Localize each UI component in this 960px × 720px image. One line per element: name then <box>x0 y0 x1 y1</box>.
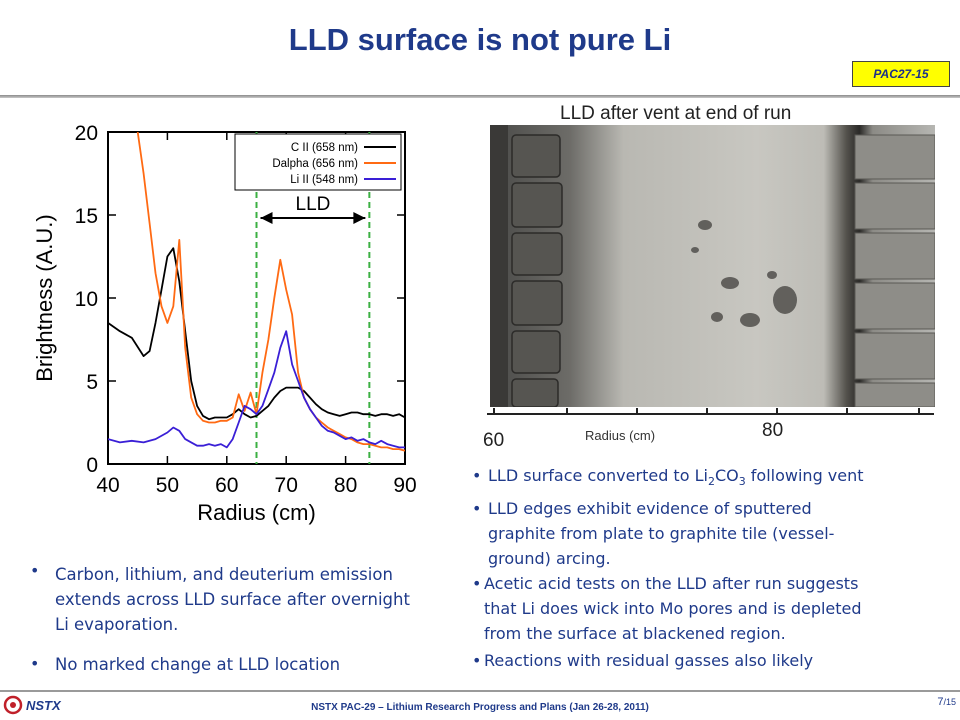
y-tick-label: 0 <box>86 454 98 477</box>
series-line <box>108 330 405 449</box>
x-tick-label: 90 <box>393 474 416 497</box>
slide-title: LLD surface is not pure Li <box>288 22 672 57</box>
bullet-dot: • <box>472 574 482 594</box>
footer-divider <box>0 690 960 692</box>
x-tick-label: 70 <box>275 474 298 497</box>
footer-text: NSTX PAC-29 – Lithium Research Progress … <box>311 702 649 713</box>
lld-arrow-head-right <box>353 212 366 224</box>
lld-arrow-head-left <box>260 212 273 224</box>
x-axis-label: Radius (cm) <box>197 500 316 525</box>
page-current: 7 <box>937 696 944 708</box>
lld-annotation-label: LLD <box>296 194 331 215</box>
bullet-line: that Li does wick into Mo pores and is d… <box>484 599 862 619</box>
bullet-dot: • <box>30 654 40 673</box>
x-tick-label: 50 <box>156 474 179 497</box>
photo-radius-axis <box>487 408 934 415</box>
y-tick-label: 5 <box>86 371 98 394</box>
title-divider <box>0 95 960 98</box>
series-line <box>136 132 405 452</box>
left-bullet-2: No marked change at LLD location <box>55 655 341 674</box>
x-tick-label: 80 <box>334 474 357 497</box>
bullet-text: CO <box>714 466 739 485</box>
lld-photo-image <box>490 125 935 407</box>
nstx-logo-text: NSTX <box>26 697 61 713</box>
bullet-text: LLD surface converted to Li <box>488 466 708 485</box>
right-bullet-2: • LLD edges exhibit evidence of sputtere… <box>472 496 957 571</box>
right-bullet-4: • Reactions with residual gasses also li… <box>472 648 957 673</box>
photo-tick-80: 80 <box>762 420 784 441</box>
page-total: /15 <box>943 697 956 707</box>
bullet-line: from the surface at blackened region. <box>484 624 786 644</box>
photo-axis-label: Radius (cm) <box>585 428 656 443</box>
bullet-dot: • <box>30 561 40 580</box>
photo-caption: LLD after vent at end of run <box>560 103 792 124</box>
bullet-subscript: 2 <box>707 475 715 489</box>
bullet-line: ground) arcing. <box>488 549 611 569</box>
series-line <box>108 247 405 421</box>
right-bullet-3: • Acetic acid tests on the LLD after run… <box>472 571 957 646</box>
left-bullet-1: Carbon, lithium, and deuterium emission … <box>55 565 410 634</box>
y-axis-label: Brightness (A.U.) <box>32 214 57 382</box>
page-number: 7/15 <box>937 696 956 708</box>
x-tick-label: 40 <box>96 474 119 497</box>
photo-tick-60: 60 <box>483 430 505 451</box>
bullet-text: following vent <box>745 466 864 485</box>
bullet-line: LLD edges exhibit evidence of sputtered <box>488 499 812 519</box>
bullet-line: graphite from plate to graphite tile (ve… <box>488 524 835 544</box>
bullet-dot: • <box>472 466 482 485</box>
nstx-logo: NSTX <box>3 695 61 715</box>
bullet-subscript: 3 <box>738 475 746 489</box>
y-tick-label: 10 <box>75 288 98 311</box>
legend-label: Dalpha (656 nm) <box>272 158 358 170</box>
bullet-dot: • <box>472 499 482 519</box>
right-bullet-1: • LLD surface converted to Li2CO3 followi… <box>472 463 957 494</box>
lld-photo <box>490 125 935 407</box>
right-bullet-list: • LLD surface converted to Li2CO3 followi… <box>472 463 957 673</box>
x-tick-label: 60 <box>215 474 238 497</box>
y-tick-label: 15 <box>75 205 98 228</box>
brightness-chart: 40 50 60 70 80 90 0 5 10 15 20 Radius (cm) Brightnes… <box>32 122 417 525</box>
legend-label: Li II (548 nm) <box>290 174 358 186</box>
y-tick-label: 20 <box>75 122 98 145</box>
bullet-line: Acetic acid tests on the LLD after run s… <box>484 574 859 594</box>
bullet-dot: • <box>472 651 482 671</box>
legend-label: C II (658 nm) <box>291 142 358 154</box>
bullet-line: Reactions with residual gasses also like… <box>484 651 814 671</box>
nstx-logo-icon <box>3 695 23 715</box>
pac-badge: PAC27-15 <box>852 61 950 87</box>
